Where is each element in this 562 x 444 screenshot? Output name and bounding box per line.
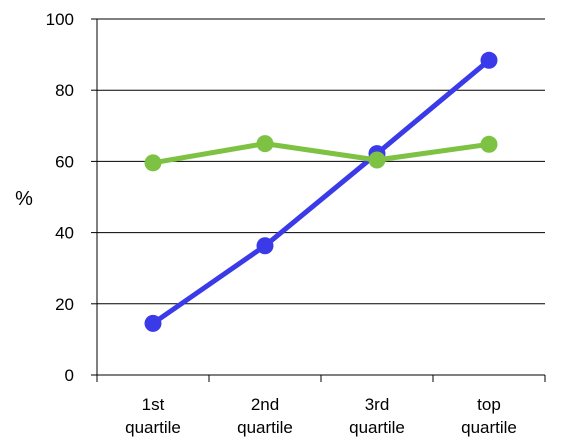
series-layer [144,51,498,332]
series-1-line [151,58,491,326]
series-1-point [144,314,162,332]
x-tick-labels: 1st quartile 2nd quartile 3rd quartile top quar… [125,395,517,437]
x-tick-label-line: top [477,395,501,414]
y-axis-title: % [15,188,33,210]
y-tick-label: 20 [55,295,74,314]
series-1-point [480,51,498,69]
x-tick-label-line: quartile [125,418,181,437]
y-tick-label: 0 [65,366,74,385]
x-tick-label: 3rd quartile [349,395,405,437]
series-2-point [480,135,498,153]
series-2-point [368,151,386,169]
series-2-line [152,141,490,166]
x-tick-label-line: quartile [349,418,405,437]
y-tick-label: 100 [46,10,74,29]
x-tick-label-line: 2nd [251,395,279,414]
y-tick-labels: 0 20 40 60 80 100 [46,10,74,385]
y-tick-label: 40 [55,224,74,243]
axes [91,18,546,382]
x-tick-label-line: 1st [142,395,165,414]
y-tick-label: 60 [55,152,74,171]
x-tick-label-line: 3rd [365,395,390,414]
series-1-point [256,237,274,255]
x-tick-label: 2nd quartile [237,395,293,437]
x-tick-label: 1st quartile [125,395,181,437]
series-2-point [144,154,162,172]
x-tick-label-line: quartile [237,418,293,437]
y-tick-label: 80 [55,81,74,100]
x-tick-label-line: quartile [461,418,517,437]
x-tick-label: top quartile [461,395,517,437]
series-2-point [256,135,274,153]
